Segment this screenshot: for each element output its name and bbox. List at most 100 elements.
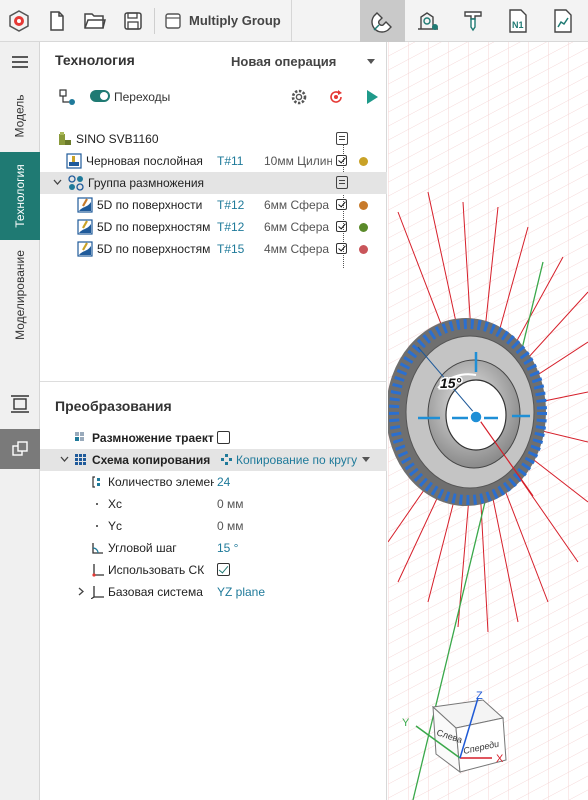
nc-program-icon[interactable]: N1 [495,0,540,42]
hamburger-menu-icon[interactable] [0,50,40,74]
tree-row-checkbox[interactable] [336,221,347,232]
coordinate-system-icon [92,564,104,577]
tree-row-group[interactable]: Группа размножения [40,172,387,194]
use-cs-checkbox[interactable] [217,563,230,576]
new-operation-button[interactable]: Новая операция [231,54,337,69]
prop-row-base-system[interactable]: Базовая система YZ plane [40,581,387,603]
copy-windows-icon[interactable] [0,429,40,469]
machine-sim-icon[interactable] [405,0,450,42]
tree-row-operation[interactable]: 5D по поверхности T#12 6мм Сфера [40,194,387,216]
app-logo-icon[interactable] [0,0,38,42]
prop-name: Использовать СК [108,563,205,577]
prop-row-copy-scheme[interactable]: Схема копирования Копирование по кругу [40,449,387,471]
vertical-tab-bar: Модель Технология Моделирование [0,42,40,800]
tab-technology[interactable]: Технология [0,152,40,240]
settings-gear-icon[interactable] [290,88,308,106]
surface-5d-operation-icon [77,241,93,257]
panel-layout-icon[interactable] [0,390,40,418]
window-title-text: Multiply Group [189,13,281,28]
circular-copy-icon [221,454,232,465]
toolbar-separator [154,7,155,34]
angle-arc [437,373,477,389]
transforms-title: Преобразования [55,398,172,414]
tree-row-name: Черновая послойная [86,154,203,168]
svg-text:N1: N1 [512,20,524,30]
prop-name: Xc [108,497,123,511]
element-count-value[interactable]: 24 [217,475,231,489]
angle-step-icon [92,543,103,554]
3d-viewport[interactable]: 15° Слева Спереди X Y Z [388,42,588,800]
prop-row-use-cs[interactable]: Использовать СК [40,559,387,581]
transitions-label: Переходы [114,90,171,104]
tree-row-checkbox[interactable] [336,155,347,166]
tab-modeling-label: Моделирование [13,250,28,340]
tab-model[interactable]: Модель [0,84,40,148]
report-icon[interactable] [540,0,585,42]
yc-value[interactable]: 0 мм [217,519,244,533]
tree-row-name: Группа размножения [88,176,205,190]
snap-magnet-icon[interactable] [360,0,405,42]
tree-row-machine[interactable]: SINO SVB1160 [40,128,387,150]
base-system-value[interactable]: YZ plane [217,585,266,599]
surface-5d-operation-icon [77,219,93,235]
axis-z-label: Z [476,690,483,702]
count-icon [92,476,100,488]
run-simulation-icon[interactable] [364,88,380,106]
prop-row-xc[interactable]: Xc 0 мм [40,493,387,515]
copy-scheme-dropdown-icon[interactable] [362,457,370,462]
tree-row-tool: T#11 [217,154,244,168]
prop-row-yc[interactable]: Yc 0 мм [40,515,387,537]
chevron-right-icon[interactable] [78,587,85,596]
multiply-group-icon [68,175,84,191]
notes-icon[interactable] [336,176,348,189]
tree-row-operation[interactable]: Черновая послойная T#11 10мм Цилиндр [40,150,387,172]
new-operation-dropdown-icon[interactable] [367,59,375,64]
tree-row-tool: T#12 [217,198,245,212]
tree-row-desc: 6мм Сфера [264,198,330,212]
tree-row-operation[interactable]: 5D по поверхностям T#12 6мм Сфера [40,216,387,238]
multiply-paths-checkbox[interactable] [217,431,230,444]
recalculate-icon[interactable] [327,88,345,106]
panel-divider[interactable] [40,381,387,382]
technology-panel: Технология Новая операция Переходы SINO … [40,42,387,800]
chevron-down-icon[interactable] [53,179,62,186]
window-icon [165,12,181,29]
xc-value[interactable]: 0 мм [217,497,244,511]
tree-row-checkbox[interactable] [336,243,347,254]
prop-row-angle-step[interactable]: Угловой шаг 15 ° [40,537,387,559]
save-icon[interactable] [114,0,152,42]
angle-step-value[interactable]: 15 ° [217,541,239,555]
red-axis-line [475,414,534,497]
tab-model-label: Модель [13,94,28,138]
tree-row-operation[interactable]: 5D по поверхностям T#15 4мм Сфера [40,238,387,260]
new-file-icon[interactable] [38,0,76,42]
tree-row-desc: 6мм Сфера [264,220,330,234]
roughing-operation-icon [66,153,82,169]
prop-name: Размножение траекторий [92,431,214,445]
notes-icon[interactable] [336,132,348,145]
copy-scheme-value[interactable]: Копирование по кругу [236,453,358,467]
axis-x-label: X [496,753,504,765]
tab-modeling[interactable]: Моделирование [0,240,40,350]
tree-row-checkbox[interactable] [336,199,347,210]
viewport-scene[interactable]: 15° Слева Спереди X Y Z [388,42,588,800]
prop-row-multiply-paths[interactable]: Размножение траекторий [40,427,387,449]
technology-title: Технология [55,52,135,68]
multiply-paths-icon [75,432,84,441]
bullet-icon [96,503,98,505]
open-folder-icon[interactable] [76,0,114,42]
center-point-icon[interactable] [469,410,483,424]
tree-row-name: 5D по поверхностям [97,242,211,256]
transitions-tree-icon[interactable] [58,88,78,108]
chevron-down-icon[interactable] [60,456,69,463]
tree-row-tool: T#12 [217,220,245,234]
tree-row-name: 5D по поверхностям [97,220,211,234]
tree-row-tool: T#15 [217,242,245,256]
tree-row-name: SINO SVB1160 [76,132,159,146]
transitions-toggle[interactable] [90,90,110,102]
status-dot [359,245,368,254]
tool-icon[interactable] [450,0,495,42]
prop-row-element-count[interactable]: Количество элементов 24 [40,471,387,493]
prop-name: Базовая система [108,585,203,599]
main-toolbar: Multiply Group N1 [0,0,588,42]
